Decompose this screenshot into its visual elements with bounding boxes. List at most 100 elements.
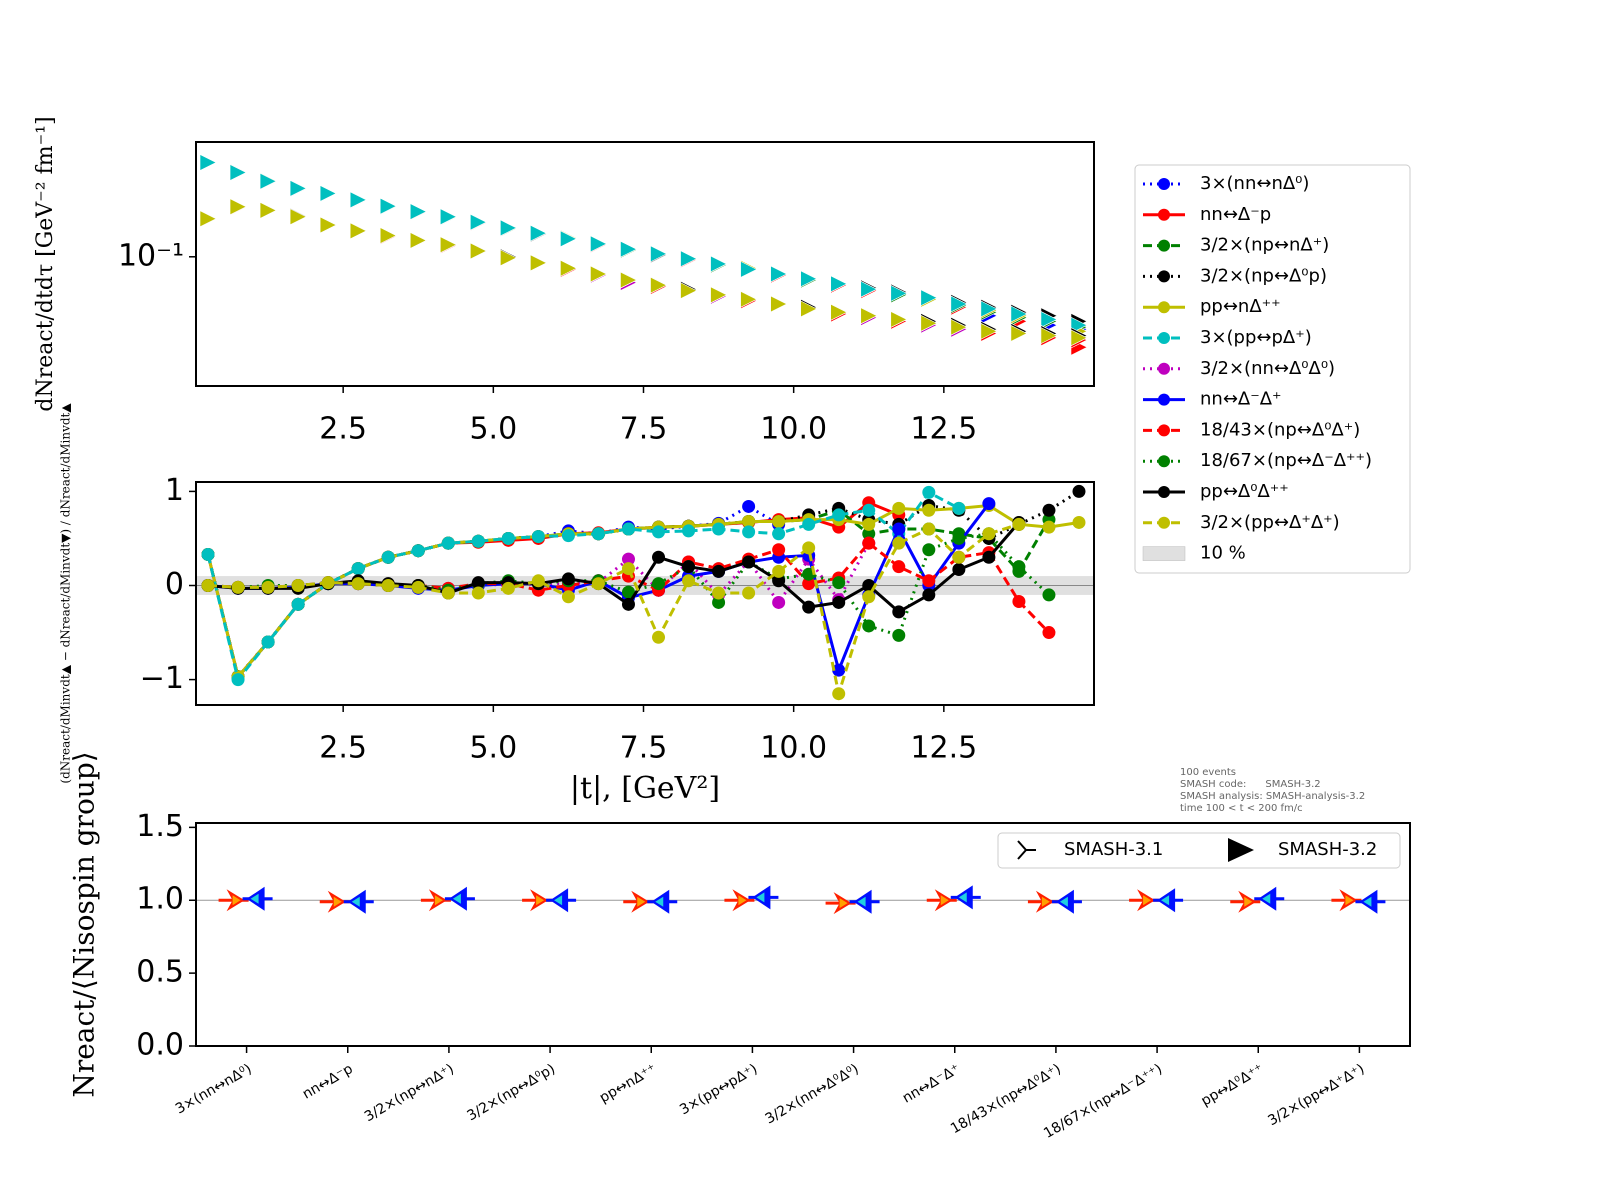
marker [1040,310,1058,328]
legend-marker [1158,239,1170,252]
marker [922,543,936,557]
y-tick-label: 1.5 [136,809,184,844]
marker [471,534,485,548]
marker [561,572,575,586]
marker-inner [1345,895,1354,906]
marker-inner [250,893,259,904]
marker [772,527,786,541]
series-line [207,521,1021,614]
marker [950,318,968,336]
x-tick-label: 5.0 [469,412,517,447]
marker [982,497,996,511]
marker [710,255,728,273]
marker [1010,305,1028,323]
marker [351,577,365,591]
marker [742,515,756,529]
marker [1072,484,1086,498]
legend-marker [1158,301,1170,314]
marker [772,595,786,609]
marker-inner [857,896,866,907]
marker [892,560,906,574]
legend-box [997,832,1401,869]
marker [950,295,968,313]
legend-label: 3/2×(np↔Δ⁰p) [1200,265,1327,286]
y-axis-label: dNreact/dtdτ [GeV⁻² fm⁻¹] [33,116,58,411]
marker [229,198,247,216]
marker [892,628,906,642]
legend-marker [1158,424,1170,437]
marker [980,322,998,340]
marker [652,550,666,564]
marker [712,595,726,609]
marker [832,687,846,701]
x-tick-label: 12.5 [910,412,977,447]
marker [892,605,906,619]
marker [772,574,786,588]
y-axis-label: Nreact/⟨Nisospin group⟩ [68,751,101,1097]
legend-band [1142,546,1186,561]
marker-inner [452,893,461,904]
marker [321,576,335,590]
legend-marker [1158,455,1170,468]
y-tick-label: 0.5 [136,955,184,990]
legend-label: SMASH-3.2 [1278,839,1377,860]
marker [742,525,756,539]
legend-label: 10 % [1200,543,1246,564]
marker [1070,329,1088,347]
marker [561,590,575,604]
marker [712,586,726,600]
marker [409,231,427,249]
x-tick-label: 2.5 [319,412,367,447]
marker [862,503,876,517]
marker [770,265,788,283]
marker [319,216,337,234]
marker [832,576,846,590]
marker [621,562,635,576]
marker [289,208,307,226]
marker [682,574,696,588]
marker [650,276,668,294]
x-tick-label: 5.0 [469,731,517,766]
marker-inner [1161,895,1170,906]
x-tick-label: 2.5 [319,731,367,766]
marker [441,586,455,600]
marker [411,580,425,594]
marker [620,271,638,289]
marker [531,574,545,588]
legend-label: 18/67×(np↔Δ⁻Δ⁺⁺) [1200,450,1372,471]
marker [441,536,455,550]
legend-label: 3×(nn↔nΔ⁰) [1200,173,1309,194]
marker [289,179,307,197]
marker [621,552,635,566]
marker [682,560,696,574]
marker [470,242,487,260]
marker [1012,560,1026,574]
marker [1042,588,1056,602]
marker [590,265,608,283]
marker [201,579,215,593]
y-tick-label: 10⁻¹ [118,238,184,273]
marker [952,501,966,515]
marker [922,522,936,536]
marker [920,289,938,307]
marker-inner [637,896,646,907]
marker-inner [655,896,664,907]
legend-label: nn↔Δ⁻p [1200,204,1271,225]
marker [530,224,548,242]
marker-inner [536,895,545,906]
marker [862,590,876,604]
marker [621,597,635,611]
marker-inner [738,895,747,906]
legend-label: 18/43×(np↔Δ⁰Δ⁺) [1200,419,1360,440]
marker [231,673,245,687]
marker [832,508,846,522]
marker [500,249,518,267]
plot-frame [195,481,1095,706]
marker-inner [1143,895,1152,906]
marker [470,213,487,231]
marker [922,503,936,517]
marker [620,240,638,258]
marker [830,303,848,321]
marker [590,235,608,253]
marker [650,245,668,263]
